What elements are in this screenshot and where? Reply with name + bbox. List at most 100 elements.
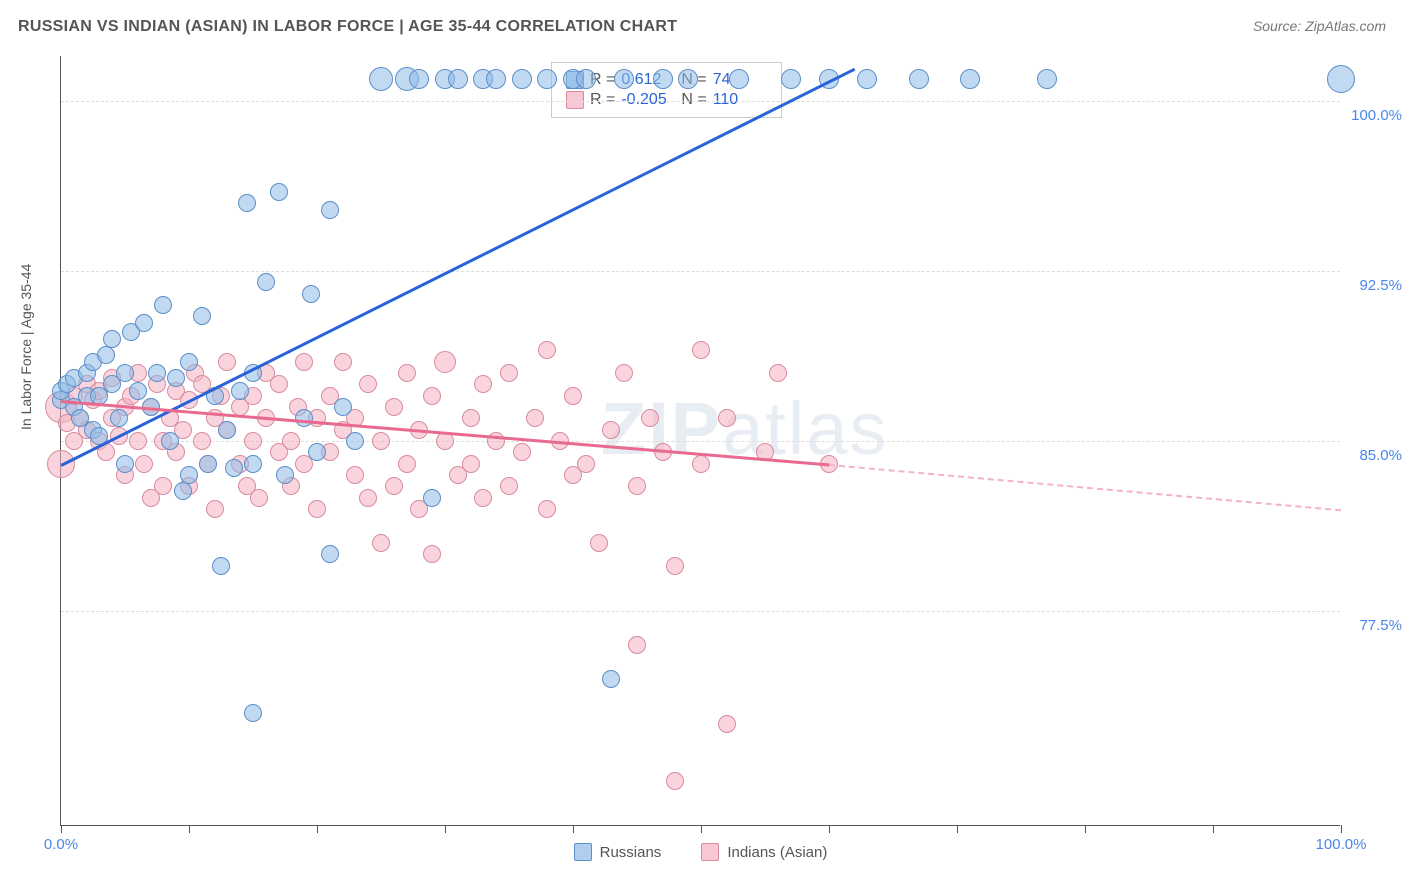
scatter-point-russians <box>1037 69 1057 89</box>
scatter-point-indians <box>334 353 352 371</box>
scatter-point-russians <box>678 69 698 89</box>
x-tick <box>829 825 830 833</box>
swatch-pink <box>566 91 584 109</box>
scatter-point-indians <box>628 636 646 654</box>
scatter-point-indians <box>474 375 492 393</box>
scatter-point-russians <box>116 364 134 382</box>
scatter-point-indians <box>434 351 456 373</box>
scatter-point-indians <box>206 500 224 518</box>
scatter-point-russians <box>576 69 596 89</box>
scatter-point-russians <box>174 482 192 500</box>
n-value-indians: 110 <box>713 91 767 109</box>
x-tick <box>1341 825 1342 833</box>
scatter-point-russians <box>116 455 134 473</box>
scatter-point-indians <box>628 477 646 495</box>
scatter-point-indians <box>398 455 416 473</box>
scatter-point-indians <box>718 409 736 427</box>
scatter-point-indians <box>526 409 544 427</box>
legend-item-indians: Indians (Asian) <box>701 843 827 861</box>
scatter-point-russians <box>193 307 211 325</box>
r-label: R = <box>590 91 615 109</box>
scatter-point-indians <box>513 443 531 461</box>
scatter-point-russians <box>602 670 620 688</box>
scatter-point-indians <box>462 409 480 427</box>
scatter-point-indians <box>154 477 172 495</box>
scatter-point-russians <box>276 466 294 484</box>
scatter-point-indians <box>590 534 608 552</box>
scatter-point-indians <box>218 353 236 371</box>
scatter-point-indians <box>359 489 377 507</box>
scatter-point-russians <box>653 69 673 89</box>
x-tick <box>701 825 702 833</box>
scatter-point-russians <box>321 545 339 563</box>
scatter-point-russians <box>135 314 153 332</box>
scatter-point-indians <box>718 715 736 733</box>
legend-item-russians: Russians <box>574 843 662 861</box>
scatter-point-russians <box>537 69 557 89</box>
scatter-point-russians <box>781 69 801 89</box>
y-tick-label: 77.5% <box>1346 617 1402 634</box>
scatter-point-russians <box>218 421 236 439</box>
scatter-point-russians <box>180 466 198 484</box>
scatter-point-russians <box>729 69 749 89</box>
legend-row-indians: R = -0.205 N = 110 <box>566 91 767 109</box>
scatter-point-indians <box>500 477 518 495</box>
scatter-point-russians <box>129 382 147 400</box>
scatter-point-russians <box>161 432 179 450</box>
trendline-russians <box>60 67 855 466</box>
scatter-point-indians <box>666 772 684 790</box>
scatter-point-russians <box>369 67 393 91</box>
scatter-point-indians <box>135 455 153 473</box>
scatter-point-indians <box>423 545 441 563</box>
chart-title: RUSSIAN VS INDIAN (ASIAN) IN LABOR FORCE… <box>18 18 677 36</box>
scatter-point-indians <box>372 432 390 450</box>
x-tick-label: 0.0% <box>44 836 78 853</box>
scatter-point-indians <box>500 364 518 382</box>
scatter-point-indians <box>769 364 787 382</box>
scatter-point-russians <box>857 69 877 89</box>
swatch-pink <box>701 843 719 861</box>
x-tick <box>573 825 574 833</box>
x-tick-label: 100.0% <box>1316 836 1367 853</box>
scatter-point-russians <box>321 201 339 219</box>
scatter-point-indians <box>244 432 262 450</box>
scatter-point-indians <box>692 341 710 359</box>
x-tick <box>1085 825 1086 833</box>
scatter-point-russians <box>960 69 980 89</box>
scatter-point-russians <box>302 285 320 303</box>
scatter-point-indians <box>250 489 268 507</box>
scatter-point-russians <box>180 353 198 371</box>
plot-area: ZIPatlas R = 0.612 N = 74 R = -0.205 N =… <box>60 56 1340 826</box>
scatter-point-russians <box>97 346 115 364</box>
scatter-point-russians <box>512 69 532 89</box>
scatter-point-russians <box>238 194 256 212</box>
gridline <box>61 101 1340 102</box>
scatter-point-indians <box>692 455 710 473</box>
x-tick <box>957 825 958 833</box>
scatter-point-indians <box>385 398 403 416</box>
scatter-point-indians <box>282 432 300 450</box>
y-tick-label: 85.0% <box>1346 447 1402 464</box>
scatter-point-indians <box>423 387 441 405</box>
scatter-point-russians <box>244 704 262 722</box>
trendline-indians-extrapolated <box>829 464 1341 511</box>
scatter-point-russians <box>295 409 313 427</box>
y-tick-label: 92.5% <box>1346 277 1402 294</box>
y-tick-label: 100.0% <box>1346 107 1402 124</box>
scatter-point-russians <box>486 69 506 89</box>
gridline <box>61 271 1340 272</box>
x-tick <box>189 825 190 833</box>
scatter-point-russians <box>225 459 243 477</box>
scatter-point-russians <box>308 443 326 461</box>
r-value-indians: -0.205 <box>621 91 675 109</box>
legend-bottom: Russians Indians (Asian) <box>61 843 1340 861</box>
y-axis-label: In Labor Force | Age 35-44 <box>18 264 34 430</box>
scatter-point-russians <box>154 296 172 314</box>
scatter-point-russians <box>346 432 364 450</box>
x-tick <box>1213 825 1214 833</box>
scatter-point-indians <box>666 557 684 575</box>
scatter-point-indians <box>474 489 492 507</box>
scatter-point-indians <box>359 375 377 393</box>
scatter-point-russians <box>270 183 288 201</box>
scatter-point-indians <box>129 432 147 450</box>
